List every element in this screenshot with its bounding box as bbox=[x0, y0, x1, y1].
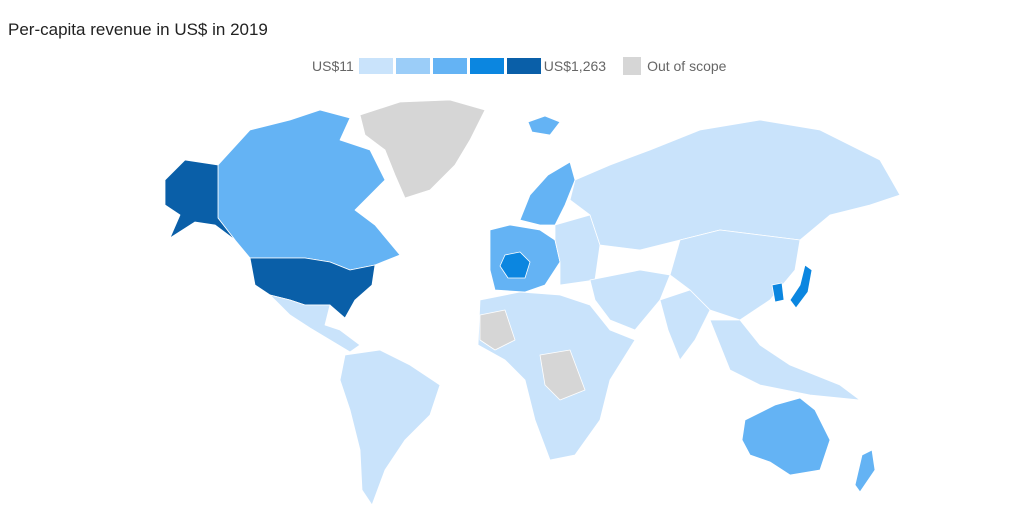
region-out-of-scope-africa[interactable] bbox=[479, 309, 586, 401]
legend-swatch-3 bbox=[432, 58, 467, 74]
region-new-zealand[interactable] bbox=[854, 449, 876, 493]
region-alaska[interactable] bbox=[164, 159, 236, 241]
legend-out-of-scope-label: Out of scope bbox=[647, 58, 727, 74]
region-greenland[interactable] bbox=[359, 99, 486, 199]
region-southeast-asia[interactable] bbox=[709, 319, 861, 401]
region-norway-sweden[interactable] bbox=[519, 161, 576, 226]
legend-swatch-4 bbox=[469, 58, 504, 74]
region-france[interactable] bbox=[499, 251, 531, 279]
region-australia[interactable] bbox=[741, 397, 831, 476]
region-china[interactable] bbox=[669, 229, 801, 321]
world-map bbox=[164, 99, 901, 506]
legend-max-label: US$1,263 bbox=[543, 58, 607, 74]
region-japan[interactable] bbox=[789, 264, 813, 309]
legend-swatch-5 bbox=[506, 58, 541, 74]
region-iceland[interactable] bbox=[527, 115, 561, 136]
map-title: Per-capita revenue in US$ in 2019 bbox=[8, 20, 268, 39]
legend-min-label: US$11 bbox=[312, 58, 354, 74]
legend: US$11 US$1,263 Out of scope bbox=[312, 57, 726, 75]
legend-swatch-2 bbox=[395, 58, 430, 74]
legend-swatch-1 bbox=[358, 58, 393, 74]
region-south-america[interactable] bbox=[339, 349, 441, 506]
region-mexico-central-america[interactable] bbox=[269, 294, 361, 353]
region-middle-east[interactable] bbox=[589, 269, 671, 331]
legend-out-of-scope-swatch bbox=[623, 57, 642, 75]
region-south-korea[interactable] bbox=[771, 282, 785, 303]
region-russia-central-asia[interactable] bbox=[569, 119, 901, 251]
region-india[interactable] bbox=[659, 289, 711, 361]
